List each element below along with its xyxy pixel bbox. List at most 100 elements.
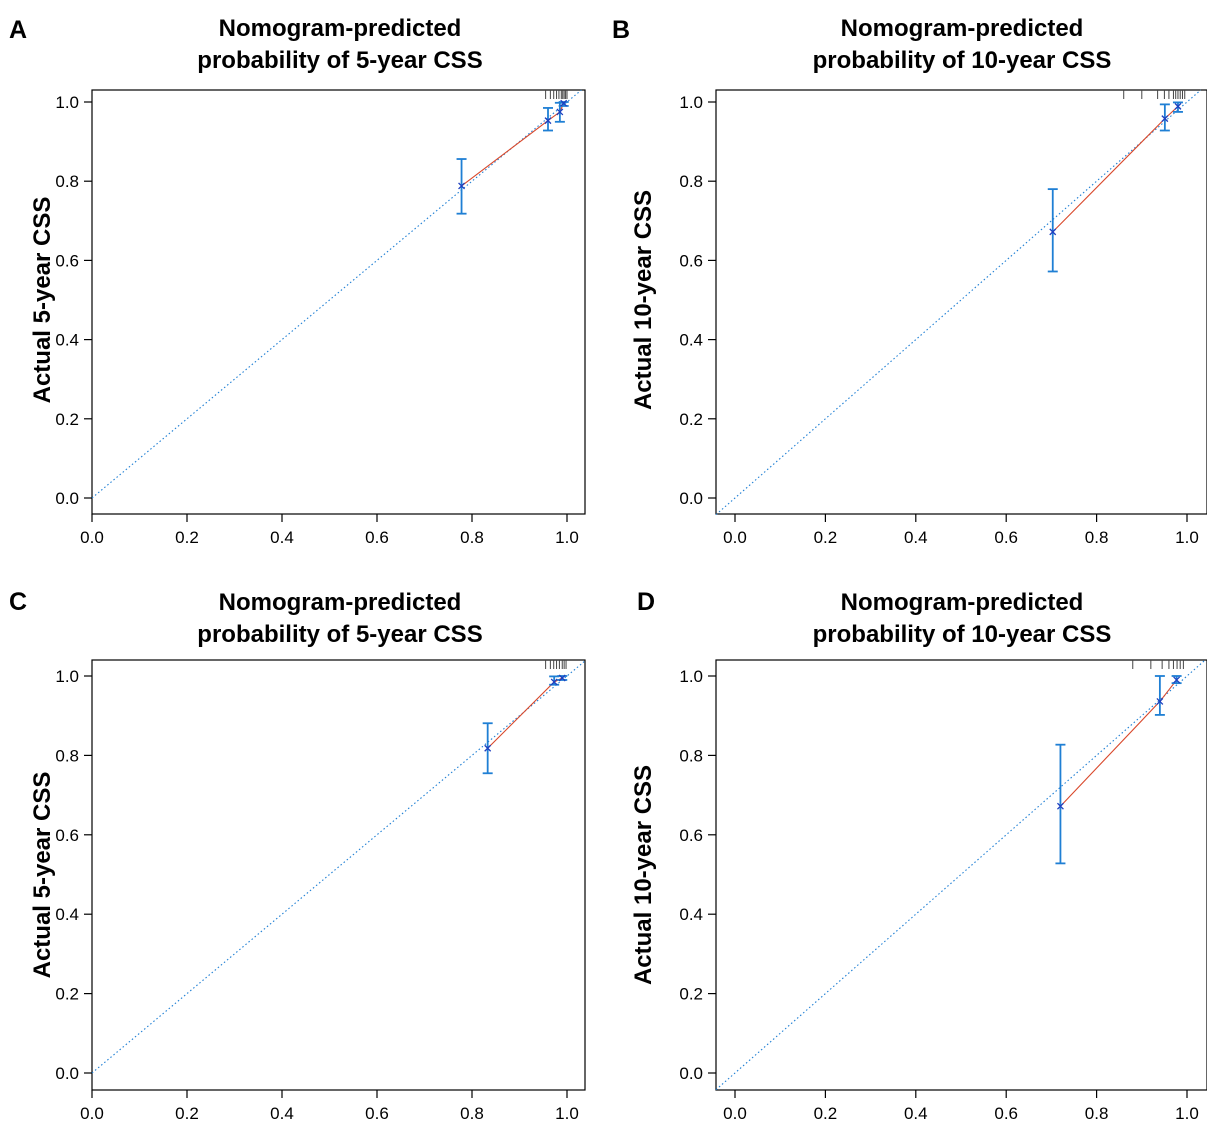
- chart-title-line2: probability of 5-year CSS: [197, 47, 482, 74]
- chart-title-line1: Nomogram-predicted: [219, 15, 462, 42]
- x-tick-label: 0.4: [904, 528, 928, 547]
- y-tick-label: 0.0: [55, 1064, 79, 1083]
- x-tick-label: 1.0: [1175, 1104, 1199, 1123]
- axes-group: 0.0 0.2 0.4 0.6 0.8 1.0 0.0 0.2 0.4 0.6 0.8 1.0: [679, 89, 1207, 547]
- panel-b: B Nomogram-predicted probability of 10-y…: [604, 0, 1207, 560]
- x-tick-label: 0.2: [814, 528, 838, 547]
- panel-c: C Nomogram-predicted probability of 5-ye…: [0, 570, 603, 1130]
- y-tick-label: 0.6: [55, 826, 79, 845]
- x-tick-label: 0.4: [270, 1104, 294, 1123]
- y-tick-label: 1.0: [55, 93, 79, 112]
- calibration-line: [1052, 105, 1179, 233]
- calibration-line: [461, 102, 565, 187]
- plot-frame: [91, 659, 586, 1091]
- chart-title-line1: Nomogram-predicted: [841, 589, 1084, 616]
- y-tick-label: 0.2: [55, 985, 79, 1004]
- calibration-plot-c: C Nomogram-predicted probability of 5-ye…: [9, 588, 586, 1123]
- axes-group: 0.0 0.2 0.4 0.6 0.8 1.0 0.0 0.2 0.4 0.6 0.8 1.0: [55, 659, 586, 1123]
- x-tick-label: 0.0: [723, 1104, 747, 1123]
- calibration-line: [487, 677, 563, 749]
- chart-title-line2: probability of 10-year CSS: [813, 47, 1112, 74]
- y-tick-label: 0.6: [679, 826, 703, 845]
- ideal-line: [715, 659, 1206, 1091]
- x-tick-label: 0.0: [80, 528, 104, 547]
- y-tick-label: 0.6: [55, 251, 79, 270]
- data-point: [1049, 228, 1057, 236]
- data-point: [1156, 697, 1164, 705]
- x-tick-label: 0.6: [994, 1104, 1018, 1123]
- x-tick-label: 0.6: [365, 1104, 389, 1123]
- calibration-plot-d: D Nomogram-predicted probability of 10-y…: [630, 588, 1207, 1123]
- y-axis-label: Actual 10-year CSS: [630, 190, 657, 410]
- data-point: [544, 117, 552, 125]
- y-tick-label: 0.8: [55, 746, 79, 765]
- data-point: [550, 678, 558, 686]
- panel-label: A: [9, 16, 27, 44]
- x-tick-label: 0.8: [460, 1104, 484, 1123]
- data-point: [556, 108, 564, 116]
- y-tick-label: 0.6: [679, 251, 703, 270]
- marks-group: [715, 89, 1202, 516]
- plot-frame: [715, 89, 1207, 515]
- plot-frame: [715, 659, 1207, 1091]
- x-tick-label: 0.4: [270, 528, 294, 547]
- data-point: [1173, 676, 1181, 684]
- marks-group: [91, 660, 586, 1074]
- calibration-plot-a: A Nomogram-predicted probability of 5-ye…: [9, 15, 586, 547]
- data-point: [1161, 115, 1169, 123]
- ideal-line: [91, 660, 586, 1074]
- y-tick-label: 1.0: [679, 667, 703, 686]
- x-tick-label: 0.8: [1085, 1104, 1109, 1123]
- x-tick-label: 0.6: [365, 528, 389, 547]
- data-point: [1056, 802, 1064, 810]
- data-point: [1174, 102, 1182, 110]
- y-tick-label: 0.2: [679, 985, 703, 1004]
- y-tick-label: 0.4: [55, 331, 79, 350]
- y-tick-label: 0.8: [679, 172, 703, 191]
- y-tick-label: 0.4: [55, 905, 79, 924]
- axes-group: 0.0 0.2 0.4 0.6 0.8 1.0 0.0 0.2 0.4 0.6 0.8 1.0: [679, 659, 1207, 1123]
- data-point: [484, 744, 492, 752]
- panel-label: B: [612, 16, 630, 44]
- y-tick-label: 0.8: [679, 746, 703, 765]
- y-tick-label: 1.0: [679, 93, 703, 112]
- panel-label: D: [637, 588, 655, 616]
- x-tick-label: 0.0: [80, 1104, 104, 1123]
- x-tick-label: 0.4: [904, 1104, 928, 1123]
- x-tick-label: 0.2: [175, 1104, 199, 1123]
- ideal-line: [715, 89, 1202, 516]
- y-axis-label: Actual 5-year CSS: [29, 197, 56, 404]
- y-axis-label: Actual 10-year CSS: [630, 765, 657, 985]
- y-tick-label: 0.2: [55, 410, 79, 429]
- panel-a: A Nomogram-predicted probability of 5-ye…: [0, 0, 603, 560]
- data-point: [558, 674, 566, 682]
- x-tick-label: 0.6: [994, 528, 1018, 547]
- y-tick-label: 0.2: [679, 410, 703, 429]
- y-tick-label: 0.4: [679, 331, 703, 350]
- y-tick-label: 0.8: [55, 172, 79, 191]
- y-tick-label: 1.0: [55, 667, 79, 686]
- x-tick-label: 0.8: [1085, 528, 1109, 547]
- chart-title-line2: probability of 5-year CSS: [197, 621, 482, 648]
- chart-title-line1: Nomogram-predicted: [219, 589, 462, 616]
- x-tick-label: 0.0: [723, 528, 747, 547]
- y-axis-label: Actual 5-year CSS: [29, 772, 56, 979]
- axes-group: 0.0 0.2 0.4 0.6 0.8 1.0 0.0 0.2 0.4 0.6 0.8 1.0: [55, 89, 586, 547]
- chart-title-line2: probability of 10-year CSS: [813, 621, 1112, 648]
- y-tick-label: 0.4: [679, 905, 703, 924]
- x-tick-label: 0.2: [175, 528, 199, 547]
- y-tick-label: 0.0: [679, 489, 703, 508]
- panel-d: D Nomogram-predicted probability of 10-y…: [604, 570, 1207, 1130]
- x-tick-label: 1.0: [1175, 528, 1199, 547]
- panel-label: C: [9, 588, 27, 616]
- x-tick-label: 0.8: [460, 528, 484, 547]
- x-tick-label: 1.0: [555, 528, 579, 547]
- x-tick-label: 1.0: [555, 1104, 579, 1123]
- x-tick-label: 0.2: [814, 1104, 838, 1123]
- marks-group: [91, 89, 582, 499]
- data-point: [560, 99, 568, 107]
- calibration-plot-b: B Nomogram-predicted probability of 10-y…: [612, 15, 1207, 547]
- y-tick-label: 0.0: [679, 1064, 703, 1083]
- y-tick-label: 0.0: [55, 489, 79, 508]
- marks-group: [715, 659, 1206, 1091]
